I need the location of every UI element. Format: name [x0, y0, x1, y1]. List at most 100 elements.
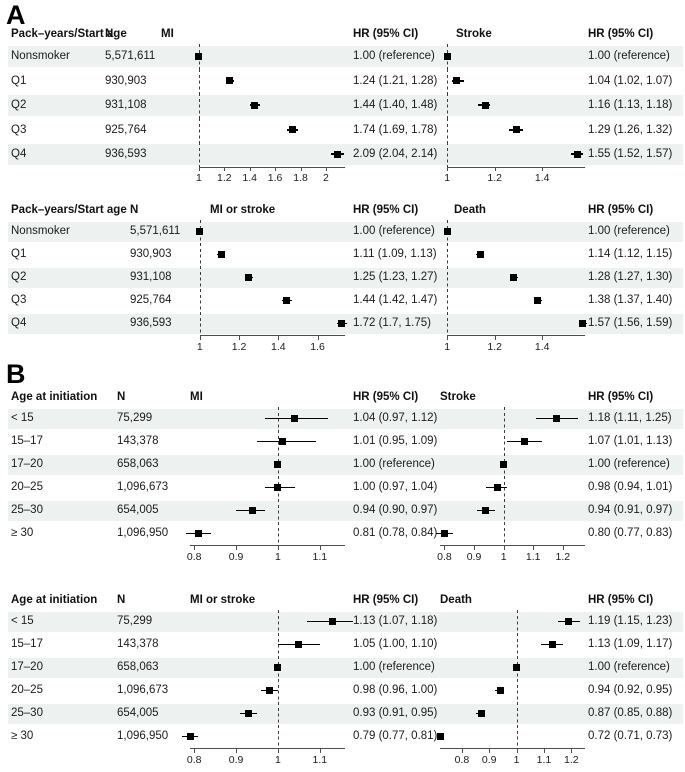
column-header: HR (95% CI) — [588, 391, 654, 403]
point-estimate-marker — [553, 415, 561, 422]
point-estimate-marker — [510, 274, 518, 281]
axis-line — [440, 545, 585, 547]
hr-ci-value: 1.13 (1.07, 1.18) — [353, 615, 438, 627]
axis-tick — [277, 545, 279, 550]
point-estimate-marker — [195, 52, 203, 60]
reference-line — [447, 243, 449, 266]
axis-tick — [571, 748, 573, 753]
point-estimate-marker — [245, 710, 253, 717]
column-header: HR (95% CI) — [353, 28, 419, 40]
point-estimate-marker — [274, 461, 282, 468]
table-row: Nonsmoker 5,571,611 1.00 (reference) 1.00 (… — [8, 220, 683, 243]
ci-line — [257, 440, 316, 443]
reference-line — [447, 117, 449, 142]
row-label: 17–20 — [11, 661, 43, 673]
forest-plot-cell — [181, 725, 345, 748]
n-value: 143,378 — [117, 638, 159, 650]
n-value: 1,096,950 — [117, 527, 169, 539]
axis-tick-label: 0.9 — [228, 753, 244, 766]
table-row: Q1 930,903 1.24 (1.21, 1.28) 1.04 (1.02, 1.… — [8, 68, 683, 93]
reference-line — [447, 93, 449, 118]
axis-tick-label: 1 — [500, 550, 507, 563]
axis-line — [190, 545, 345, 547]
column-header: Death — [440, 594, 472, 606]
forest-plot-cell — [190, 266, 345, 289]
forest-plot-cell — [440, 430, 585, 453]
axis-tick-label: 1.2 — [487, 172, 502, 184]
reference-line — [199, 266, 201, 289]
row-stripe — [8, 221, 683, 242]
axis-tick-label: 1.1 — [312, 753, 328, 766]
axis-tick — [474, 545, 476, 550]
axis-tick-label: 1 — [275, 753, 281, 766]
hr-ci-value: 1.13 (1.09, 1.17) — [588, 638, 673, 650]
table-row: Q3 925,764 1.74 (1.69, 1.78) 1.29 (1.26, 1.… — [8, 117, 683, 142]
axis-tick — [300, 166, 302, 171]
n-value: 1,096,673 — [117, 684, 169, 696]
hr-ci-value: 1.38 (1.37, 1.40) — [588, 294, 673, 306]
n-value: 75,299 — [117, 412, 153, 424]
row-label: 25–30 — [11, 707, 43, 719]
axis-tick-label: 1.1 — [312, 550, 328, 563]
reference-line — [277, 522, 279, 545]
table-row: 20–25 1,096,673 1.00 (0.97, 1.04) 0.98 (0.9… — [8, 476, 683, 499]
point-estimate-marker — [496, 687, 504, 694]
forest-plot-cell — [440, 220, 585, 243]
row-label: 20–25 — [11, 481, 43, 493]
axis-line — [190, 748, 345, 750]
point-estimate-marker — [245, 274, 253, 281]
point-estimate-marker — [481, 101, 489, 109]
axis-line — [198, 166, 345, 168]
column-header: MI or stroke — [190, 594, 256, 606]
row-label: 25–30 — [11, 504, 43, 516]
hr-ci-value: 1.74 (1.69, 1.78) — [353, 123, 438, 136]
axis-tick-label: 1.6 — [310, 340, 325, 353]
column-header: MI — [190, 391, 203, 403]
reference-line — [447, 289, 449, 312]
reference-line — [277, 725, 279, 748]
row-stripe — [8, 408, 683, 429]
axis-tick-label: 0.9 — [228, 550, 244, 563]
hr-ci-value: 0.80 (0.77, 0.83) — [588, 527, 673, 539]
axis-tick — [249, 166, 251, 171]
axis-tick — [325, 166, 327, 171]
axis-tick-label: 1 — [444, 172, 451, 184]
forest-plot-cell — [440, 476, 585, 499]
table-row: Q2 931,108 1.25 (1.23, 1.27) 1.28 (1.27, 1.… — [8, 266, 683, 289]
axis-tick-label: 1.2 — [487, 340, 502, 353]
forest-plot-cell — [440, 266, 585, 289]
reference-line — [516, 610, 518, 633]
reference-line — [447, 266, 449, 289]
forest-plot-cell — [435, 522, 585, 545]
point-estimate-marker — [266, 687, 274, 694]
axis-tick-label: 1.4 — [242, 172, 258, 184]
hr-ci-value: 1.44 (1.40, 1.48) — [353, 99, 438, 111]
column-header: N — [117, 594, 126, 606]
hr-ci-value: 0.94 (0.92, 0.95) — [588, 684, 673, 696]
forest-plot-cell — [440, 679, 585, 702]
hr-ci-value: 1.57 (1.56, 1.59) — [588, 317, 673, 329]
point-estimate-marker — [513, 664, 521, 671]
axis-tick-label: 0.8 — [437, 550, 452, 563]
point-estimate-marker — [337, 320, 345, 327]
point-estimate-marker — [520, 438, 528, 445]
panel-b-label: B — [6, 359, 26, 389]
table-row: 15–17 143,378 1.05 (1.00, 1.10) 1.13 (1.09,… — [8, 633, 683, 656]
axis-tick-label: 0.9 — [481, 753, 497, 766]
column-header: Age at initiation — [11, 391, 98, 403]
n-value: 1,096,950 — [117, 730, 169, 742]
row-label: Q1 — [11, 74, 27, 87]
row-label: Q3 — [11, 294, 27, 306]
hr-ci-value: 0.98 (0.94, 1.01) — [588, 481, 673, 493]
column-header: N — [130, 204, 139, 216]
forest-plot-cell — [190, 407, 345, 430]
forest-plot-cell — [190, 312, 347, 335]
forest-plot-cell — [190, 610, 354, 633]
table-row: ≥ 30 1,096,950 0.79 (0.77, 0.81) 0.72 (0.71… — [8, 725, 683, 748]
axis-tick — [319, 748, 321, 753]
row-label: 15–17 — [11, 435, 43, 447]
n-value: 936,593 — [105, 148, 147, 160]
reference-line — [516, 633, 518, 656]
forest-plot-cell — [440, 68, 585, 93]
forest-plot-cell — [190, 633, 345, 656]
